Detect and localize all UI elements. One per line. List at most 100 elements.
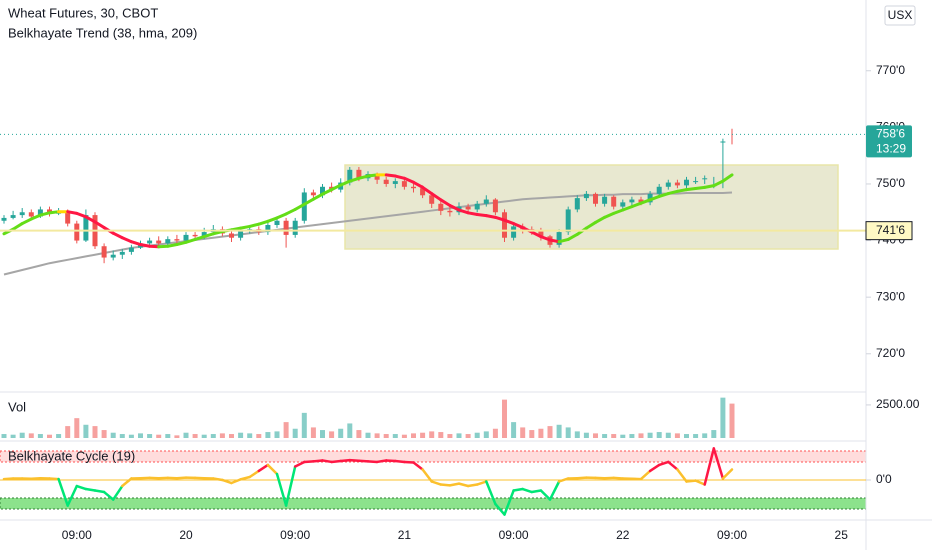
y-tick-label: 0'0 bbox=[876, 472, 892, 486]
last-price-box bbox=[866, 125, 912, 158]
volume-bar bbox=[229, 434, 234, 438]
cycle-segment bbox=[421, 468, 433, 483]
trend-segment bbox=[430, 192, 443, 202]
candle-body bbox=[483, 199, 489, 204]
candle-body bbox=[502, 212, 507, 238]
cycle-segment bbox=[475, 480, 488, 486]
volume-bar bbox=[174, 435, 180, 438]
cycle-segment bbox=[384, 459, 397, 463]
trend-segment bbox=[139, 243, 152, 248]
trend-segment bbox=[166, 243, 179, 248]
volume-bar bbox=[602, 434, 608, 438]
volume-bar bbox=[574, 431, 580, 438]
candle-body bbox=[110, 254, 116, 258]
candle-body bbox=[347, 169, 353, 183]
cycle-segment bbox=[339, 458, 352, 463]
candle-body bbox=[474, 203, 480, 210]
currency[interactable]: USX bbox=[888, 8, 913, 22]
volume-bar bbox=[511, 422, 517, 438]
candle-body bbox=[620, 202, 626, 207]
cycle-segment bbox=[657, 460, 670, 467]
candle-body bbox=[28, 212, 34, 217]
volume-bar bbox=[83, 424, 89, 438]
cycle-segment bbox=[111, 484, 124, 501]
volume-bar bbox=[101, 430, 107, 438]
cycle-segment bbox=[539, 489, 552, 501]
cycle-segment bbox=[457, 482, 470, 488]
candle-body bbox=[201, 232, 207, 237]
volume-title: Vol bbox=[8, 399, 26, 414]
trend-segment bbox=[148, 244, 161, 249]
volume-bar bbox=[329, 431, 335, 438]
candle-body bbox=[656, 186, 662, 194]
cycle-segment bbox=[712, 447, 725, 480]
volume-bar bbox=[529, 430, 535, 438]
volume-bar bbox=[711, 430, 717, 438]
cycle-segment bbox=[703, 447, 716, 486]
cycle-segment bbox=[403, 460, 415, 464]
trend-segment bbox=[630, 201, 643, 209]
volume-bar bbox=[110, 432, 116, 438]
candle-body bbox=[702, 178, 708, 180]
candle-body bbox=[583, 193, 589, 199]
candle-body bbox=[19, 212, 25, 216]
trend-segment bbox=[257, 219, 270, 226]
cycle-segment bbox=[48, 477, 60, 481]
volume-bar bbox=[538, 428, 544, 438]
candle-body bbox=[310, 192, 316, 196]
cycle-title: Belkhayate Cycle (19) bbox=[8, 448, 135, 463]
countdown-label: 13:29 bbox=[876, 142, 906, 156]
candle-body bbox=[629, 199, 635, 203]
candle-body bbox=[602, 196, 608, 204]
x-tick-label: 20 bbox=[179, 528, 193, 542]
candle-body bbox=[37, 209, 43, 217]
trend-segment bbox=[466, 211, 479, 217]
volume-bar bbox=[438, 432, 444, 438]
trend-segment bbox=[384, 173, 397, 178]
candle-body bbox=[274, 220, 280, 225]
volume-bar bbox=[429, 431, 435, 438]
range-box bbox=[344, 164, 839, 250]
cycle-segment bbox=[530, 489, 543, 494]
trend-segment bbox=[566, 232, 579, 241]
trend-segment bbox=[484, 214, 497, 219]
candle-body bbox=[693, 181, 699, 183]
cycle-segment bbox=[348, 458, 361, 462]
last-price-label: 758'6 bbox=[876, 127, 905, 141]
candle-body bbox=[238, 230, 244, 238]
volume-bar bbox=[138, 433, 143, 438]
volume-bar bbox=[256, 434, 262, 438]
volume-bar bbox=[147, 434, 153, 438]
cycle-segment bbox=[357, 459, 370, 463]
volume-bar bbox=[520, 427, 526, 438]
trend-segment bbox=[603, 211, 616, 219]
trend-segment bbox=[302, 197, 315, 206]
volume-bar bbox=[693, 434, 699, 438]
candle-body bbox=[720, 141, 726, 143]
cycle-segment bbox=[66, 484, 79, 507]
trend-segment bbox=[239, 224, 252, 230]
volume-bar bbox=[47, 434, 52, 438]
volume-bar bbox=[593, 433, 598, 438]
volume-bar bbox=[647, 432, 653, 438]
candle-body bbox=[593, 193, 598, 204]
x-tick-label: 25 bbox=[835, 528, 849, 542]
volume-bar bbox=[465, 434, 471, 438]
volume-bar bbox=[674, 433, 680, 438]
volume-bar bbox=[702, 433, 708, 438]
trend-segment bbox=[448, 203, 461, 212]
volume-bar bbox=[310, 427, 316, 438]
candle-body bbox=[128, 247, 134, 252]
level-label-box bbox=[865, 221, 913, 241]
currency-box[interactable] bbox=[884, 5, 916, 26]
candle-body bbox=[392, 181, 398, 184]
trend-segment bbox=[612, 208, 625, 215]
trend-segment bbox=[184, 237, 197, 244]
trend-segment bbox=[129, 240, 142, 247]
trend-segment bbox=[694, 185, 707, 190]
candle-body bbox=[465, 206, 471, 210]
trend-segment bbox=[111, 231, 124, 240]
volume-bar bbox=[392, 434, 398, 438]
trend-segment bbox=[211, 230, 224, 236]
cycle-segment bbox=[312, 459, 324, 463]
